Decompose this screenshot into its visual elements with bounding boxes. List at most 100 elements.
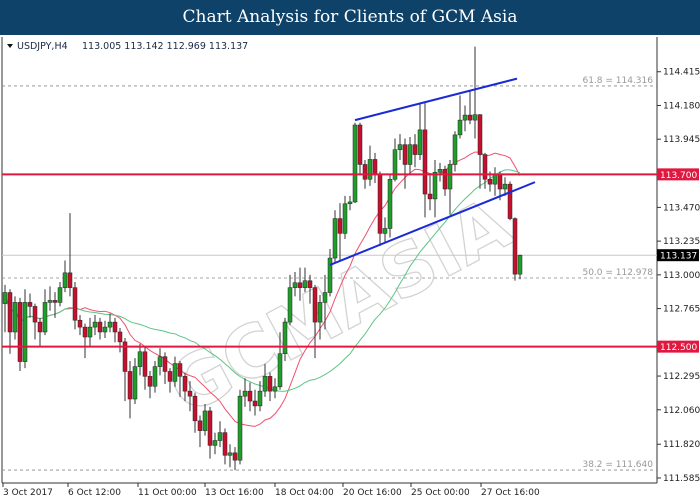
candle-bearish bbox=[17, 302, 23, 362]
candle-bullish bbox=[502, 183, 508, 190]
candle-bullish bbox=[22, 302, 28, 362]
candle-bullish bbox=[277, 353, 283, 388]
candle-bullish bbox=[87, 326, 93, 338]
candle-bullish bbox=[262, 376, 268, 392]
candle-bullish bbox=[287, 287, 293, 323]
candle-bullish bbox=[42, 302, 48, 333]
level-price-label: 112.500 bbox=[660, 343, 697, 353]
current-price-label: 113.137 bbox=[660, 252, 697, 262]
candle-bullish bbox=[2, 292, 8, 304]
candle-bearish bbox=[122, 341, 128, 372]
candle-bullish bbox=[57, 287, 63, 303]
candle-bearish bbox=[167, 371, 173, 382]
candle-bullish bbox=[452, 134, 458, 165]
candle-bearish bbox=[127, 371, 133, 400]
candle-bullish bbox=[517, 254, 523, 275]
x-tick-label: 18 Oct 04:00 bbox=[275, 488, 334, 498]
candle-bullish bbox=[62, 272, 68, 288]
candle-bearish bbox=[267, 376, 273, 392]
candle-bullish bbox=[202, 410, 208, 431]
channel-trendline bbox=[354, 77, 518, 122]
candle-bullish bbox=[257, 390, 263, 407]
candle-bullish bbox=[302, 280, 308, 288]
candle-bullish bbox=[107, 321, 113, 328]
fib-level-label: 38.2 = 111.640 bbox=[582, 460, 653, 470]
candle-bullish bbox=[242, 390, 248, 397]
candle-bullish bbox=[407, 144, 413, 165]
y-tick-label: 113.235 bbox=[663, 237, 700, 247]
candle-bearish bbox=[207, 410, 213, 446]
candle-bearish bbox=[147, 376, 153, 387]
y-tick-label: 112.060 bbox=[663, 406, 700, 416]
x-tick-label: 3 Oct 2017 bbox=[3, 488, 53, 498]
candle-bullish bbox=[387, 179, 393, 229]
symbol-label: USDJPY,H4 bbox=[17, 41, 68, 52]
current-price-tag bbox=[657, 249, 699, 262]
candle-bearish bbox=[357, 124, 363, 165]
candle-bullish bbox=[462, 114, 468, 121]
candle-bullish bbox=[382, 228, 388, 234]
candle-bullish bbox=[102, 326, 108, 333]
candle-bearish bbox=[402, 144, 408, 165]
candle-bullish bbox=[12, 302, 18, 333]
y-tick-label: 112.765 bbox=[663, 305, 700, 315]
candle-bullish bbox=[457, 119, 463, 136]
candle-bullish bbox=[367, 159, 373, 180]
candle-bullish bbox=[47, 300, 53, 303]
x-tick-label: 13 Oct 16:00 bbox=[205, 488, 264, 498]
candle-bearish bbox=[362, 164, 368, 180]
x-tick-label: 6 Oct 12:00 bbox=[68, 488, 121, 498]
candle-bearish bbox=[497, 173, 503, 190]
candle-bearish bbox=[442, 169, 448, 190]
candle-bearish bbox=[512, 218, 518, 275]
candle-bearish bbox=[507, 183, 513, 219]
candle-bullish bbox=[352, 124, 358, 203]
candle-bullish bbox=[157, 356, 163, 367]
candle-bullish bbox=[282, 321, 288, 354]
channel-trendline bbox=[329, 181, 536, 266]
level-price-tag bbox=[657, 340, 699, 353]
candle-bearish bbox=[142, 351, 148, 377]
level-price-label: 113.700 bbox=[660, 171, 697, 181]
candle-bullish bbox=[417, 129, 423, 155]
candle-bullish bbox=[237, 395, 243, 461]
candle-bearish bbox=[422, 129, 428, 195]
candle-bullish bbox=[342, 203, 348, 234]
y-tick-label: 113.945 bbox=[663, 135, 700, 145]
y-tick-label: 111.585 bbox=[663, 474, 700, 484]
candle-bearish bbox=[192, 395, 198, 422]
candle-bearish bbox=[412, 144, 418, 155]
candle-bearish bbox=[477, 114, 483, 155]
candle-bearish bbox=[117, 331, 123, 343]
x-tick-label: 11 Oct 00:00 bbox=[138, 488, 197, 498]
y-tick-label: 112.295 bbox=[663, 372, 700, 382]
candle-bullish bbox=[172, 363, 178, 382]
candle-bearish bbox=[297, 282, 303, 288]
candle-bullish bbox=[437, 169, 443, 173]
candle-bullish bbox=[447, 164, 453, 190]
candle-bearish bbox=[307, 280, 313, 288]
x-tick-label: 20 Oct 16:00 bbox=[343, 488, 402, 498]
x-tick-label: 25 Oct 00:00 bbox=[411, 488, 470, 498]
level-price-tag bbox=[657, 168, 699, 181]
candle-bearish bbox=[182, 376, 188, 392]
candle-bearish bbox=[482, 154, 488, 180]
candle-bullish bbox=[327, 257, 333, 293]
candle-bearish bbox=[467, 114, 473, 121]
candle-bearish bbox=[247, 390, 253, 402]
candle-bullish bbox=[492, 173, 498, 185]
y-tick-label: 114.415 bbox=[663, 68, 700, 78]
dropdown-triangle-icon[interactable] bbox=[7, 44, 13, 48]
candle-bearish bbox=[222, 432, 228, 456]
chart-title: Chart Analysis for Clients of GCM Asia bbox=[0, 0, 700, 35]
candle-bearish bbox=[337, 218, 343, 234]
candle-bearish bbox=[32, 306, 38, 323]
candle-bearish bbox=[7, 292, 13, 333]
candle-bullish bbox=[397, 144, 403, 150]
candle-bearish bbox=[187, 390, 193, 397]
candle-bullish bbox=[292, 282, 298, 288]
candle-bearish bbox=[372, 159, 378, 175]
candle-bullish bbox=[322, 292, 328, 303]
candle-bearish bbox=[487, 179, 493, 185]
